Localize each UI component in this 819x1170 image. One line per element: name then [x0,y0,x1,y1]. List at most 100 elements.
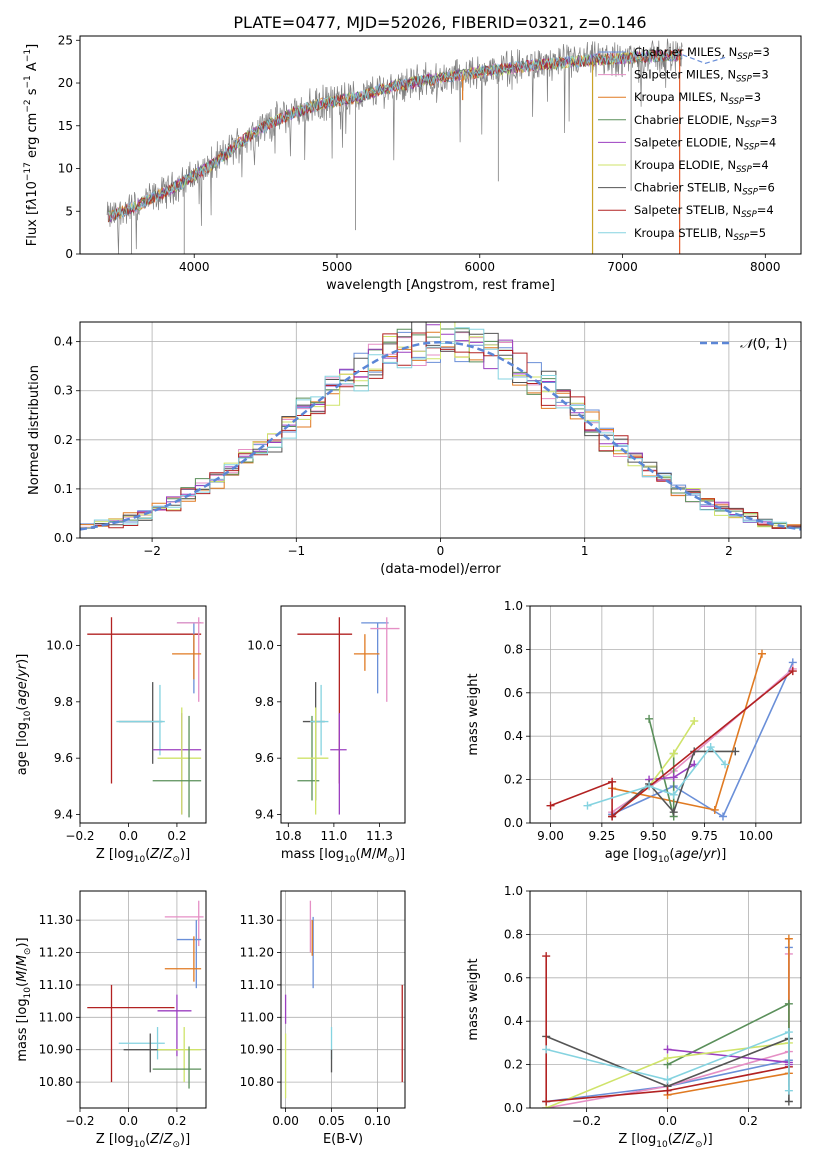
y-tick-label: 0.8 [504,642,523,656]
weight-point [663,1075,672,1084]
x-tick-label: 7000 [607,260,638,274]
weight-point [721,760,730,769]
y-tick-label: 0.2 [504,773,523,787]
legend-label: Chabrier MILES, NSSP=3 [634,45,770,62]
y-axis-label: age [log10(age/yr)] [15,654,33,776]
y-tick-label: 0.4 [54,335,73,349]
weight-point [784,1028,793,1037]
axes-frame: 10.8 11.0 11.3 9.4 9.6 9.8 10.0 mass [log10(M/M… [247,605,406,865]
plot-area [87,617,204,818]
weight-point [669,808,678,817]
weight-point [718,812,727,821]
weight-line [611,668,794,813]
axes-border [79,605,207,824]
x-tick-label: 0 [437,544,445,558]
y-axis-label: mass [log10(M/M⊙)] [15,937,33,1061]
x-tick-label: 0.2 [739,1114,758,1128]
legend-label: Chabrier STELIB, NSSP=6 [634,181,775,198]
legend-label: 𝒩(0, 1) [740,337,787,352]
z-weight-panel: −0.2 0.0 0.2 0.0 0.2 0.4 0.6 0.8 1.0 Z [log10(Z/Z… [466,884,802,1150]
y-tick-label: 11.20 [39,946,73,960]
x-tick-label: 0.00 [272,1114,299,1128]
y-tick-label: 20 [58,76,73,90]
x-tick-label: 0.0 [119,1114,138,1128]
y-tick-label: 0.1 [54,482,73,496]
y-tick-label: 11.30 [240,913,274,927]
x-axis-label: mass [log10(M/M⊙)] [281,847,405,865]
weight-point [583,801,592,810]
legend-label: Salpeter ELODIE, NSSP=4 [634,135,776,152]
weight-point [784,1097,793,1106]
weight-point [669,790,678,799]
legend-label: Kroupa STELIB, NSSP=5 [634,226,766,243]
axes-frame: 4000 5000 6000 7000 8000 0 5 10 15 20 25 wavelength… [23,33,802,293]
axes-frame: 0.00 0.05 0.10 10.80 10.90 11.00 11.10 11.20 11.… [240,890,406,1147]
weight-point [542,1097,551,1106]
y-tick-label: 9.8 [255,695,274,709]
x-tick-label: −0.2 [65,829,94,843]
z-mass-panel: −0.2 0.0 0.2 10.80 10.90 11.00 11.10 11.20 11.30… [15,890,207,1150]
plot-area [80,322,801,531]
weight-point [788,667,797,676]
x-tick-label: −0.2 [65,1114,94,1128]
mass-age-panel: 10.8 11.0 11.3 9.4 9.6 9.8 10.0 mass [log10(M/M… [247,605,406,865]
y-tick-label: 9.8 [54,695,73,709]
axes-border [280,605,406,824]
y-tick-label: 10 [58,162,73,176]
plot-area [542,934,793,1108]
y-tick-label: 15 [58,119,73,133]
plot-area [546,649,797,821]
x-tick-label: −0.2 [572,1114,601,1128]
legend-label: Salpeter STELIB, NSSP=4 [634,203,774,220]
axes-frame: −0.2 0.0 0.2 10.80 10.90 11.00 11.10 11.20 11.30… [15,890,207,1150]
x-tick-label: 1 [581,544,589,558]
residuals-panel: −2 −1 0 1 2 0.0 0.1 0.2 0.3 0.4 (data-model)/error… [27,321,802,577]
y-axis-label: mass weight [466,673,481,755]
y-tick-label: 11.10 [39,978,73,992]
weight-line [545,956,790,1103]
weight-point [608,812,617,821]
ebv-mass-panel: 0.00 0.05 0.10 10.80 10.90 11.00 11.10 11.20 11.… [240,890,406,1147]
x-tick-label: 10.00 [739,829,773,843]
x-tick-label: 0.05 [318,1114,345,1128]
x-axis-label: Z [log10(Z/Z⊙)] [618,1132,712,1150]
y-tick-label: 25 [58,33,73,47]
x-tick-label: 6000 [464,260,495,274]
weight-point [608,777,617,786]
x-tick-label: 0.10 [364,1114,391,1128]
legend-label: Kroupa MILES, NSSP=3 [634,90,761,107]
y-axis-label: Normed distribution [27,365,42,495]
x-tick-label: 9.50 [640,829,667,843]
legend-label: Kroupa ELODIE, NSSP=4 [634,158,769,175]
y-axis-label: Flux [fλ10−17 erg cm−2 s−1 A−1] [23,44,40,246]
weight-point [710,805,719,814]
x-axis-label: E(B-V) [323,1132,363,1147]
weight-line [611,662,794,818]
weight-line [550,670,794,819]
plot-area [87,900,204,1089]
x-tick-label: 2 [725,544,733,558]
weight-line [667,938,790,1096]
axes-frame: 9.00 9.25 9.50 9.75 10.00 0.0 0.2 0.4 0.6 0.8 1.0 a… [466,599,802,865]
x-tick-label: 0.2 [167,829,186,843]
weight-point [690,717,699,726]
y-tick-label: 10.0 [46,638,73,652]
weight-point [706,743,715,752]
spectrum-panel: 4000 5000 6000 7000 8000 0 5 10 15 20 25 wavelength… [23,33,802,293]
y-axis-label: mass weight [466,958,481,1040]
y-tick-label: 11.30 [39,913,73,927]
x-tick-label: 9.75 [691,829,718,843]
model-tail [682,54,726,64]
y-tick-label: 9.4 [54,808,73,822]
axes-border [529,890,802,1109]
axes-frame: −0.2 0.0 0.2 9.4 9.6 9.8 10.0 Z [log10(Z/Z⊙)] ag… [15,605,207,865]
y-tick-label: 0 [65,247,73,261]
axes-border [79,35,802,255]
x-tick-label: 0.2 [167,1114,186,1128]
spectrum-title: PLATE=0477, MJD=52026, FIBERID=0321, z=0… [233,13,646,32]
y-tick-label: 10.80 [39,1075,73,1089]
observed-spectrum [106,38,683,254]
age-weight-panel: 9.00 9.25 9.50 9.75 10.00 0.0 0.2 0.4 0.6 0.8 1.0 a… [466,599,802,865]
y-tick-label: 0.4 [504,729,523,743]
